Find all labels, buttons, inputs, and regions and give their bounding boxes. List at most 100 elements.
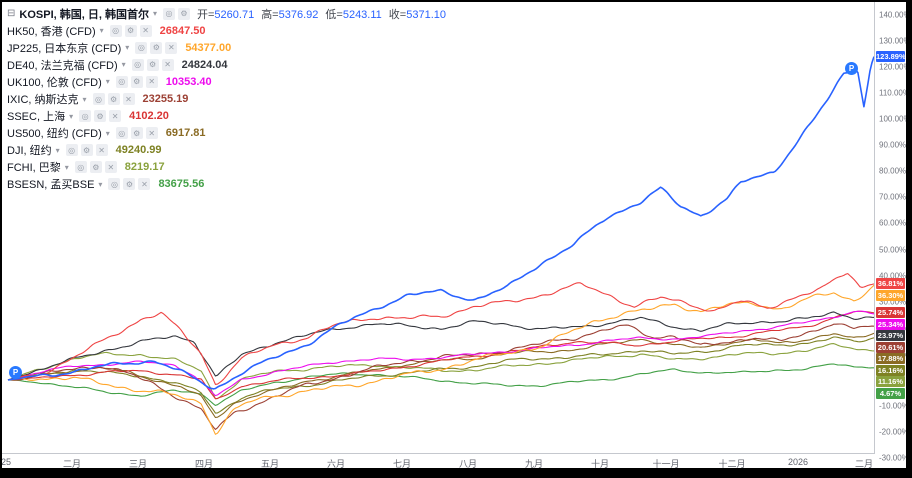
price-badge-de40: 23.97% <box>876 330 905 342</box>
legend-row-fchi[interactable]: FCHI, 巴黎 ▾ ◎ ⚙ ✕ 8219.17 <box>7 159 446 176</box>
compare-last-value: 10353.40 <box>165 75 212 88</box>
legend-row-jp225[interactable]: JP225, 日本东京 (CFD) ▾ ◎ ⚙ ✕ 54377.00 <box>7 39 446 56</box>
series-line-ixic[interactable] <box>7 323 874 430</box>
eye-icon[interactable]: ◎ <box>109 24 122 37</box>
compare-symbol-title[interactable]: HK50, 香港 (CFD) <box>7 25 96 38</box>
main-symbol-title[interactable]: KOSPI, 韩国, 日, 韩国首尔 <box>19 8 149 21</box>
price-badge-bsesn: 4.67% <box>876 387 905 399</box>
close-icon[interactable]: ✕ <box>165 41 178 54</box>
series-line-ssec[interactable] <box>7 310 874 400</box>
price-tick-label: 70.00% <box>879 192 906 202</box>
price-axis[interactable]: 140.00% 130.00% 120.00% 110.00% 100.00% 90.00… <box>874 2 906 468</box>
series-line-uk100[interactable] <box>7 310 874 397</box>
legend-row-de40[interactable]: DE40, 法兰克福 (CFD) ▾ ◎ ⚙ ✕ 24824.04 <box>7 56 446 73</box>
chevron-down-icon[interactable]: ▾ <box>121 60 126 70</box>
legend-row-ixic[interactable]: IXIC, 纳斯达克 ▾ ◎ ⚙ ✕ 23255.19 <box>7 90 446 107</box>
series-line-de40[interactable] <box>7 311 874 381</box>
close-icon[interactable]: ✕ <box>145 127 158 140</box>
chevron-down-icon[interactable]: ▾ <box>64 162 69 172</box>
gear-icon[interactable]: ⚙ <box>107 93 120 106</box>
eye-icon[interactable]: ◎ <box>115 75 128 88</box>
compare-last-value: 24824.04 <box>181 58 228 71</box>
eye-icon[interactable]: ◎ <box>92 93 105 106</box>
legend-row-ssec[interactable]: SSEC, 上海 ▾ ◎ ⚙ ✕ 4102.20 <box>7 108 446 125</box>
close-icon[interactable]: ✕ <box>145 75 158 88</box>
eye-icon[interactable]: ◎ <box>162 7 175 20</box>
series-line-dji[interactable] <box>7 336 874 414</box>
compare-symbol-title[interactable]: FCHI, 巴黎 <box>7 162 61 175</box>
close-icon[interactable]: ✕ <box>104 161 117 174</box>
time-axis[interactable]: 25 二月 三月 四月 五月 六月 七月 八月 九月 十月 十一月 十二月 2026 二月 <box>2 453 875 468</box>
legend-row-bsesn[interactable]: BSESN, 孟买BSE ▾ ◎ ⚙ ✕ 83675.56 <box>7 176 446 193</box>
compare-symbol-title[interactable]: SSEC, 上海 <box>7 111 66 124</box>
chevron-down-icon[interactable]: ▾ <box>105 77 110 87</box>
gear-icon[interactable]: ⚙ <box>124 24 137 37</box>
gear-icon[interactable]: ⚙ <box>94 110 107 123</box>
compare-symbol-title[interactable]: BSESN, 孟买BSE <box>7 179 95 192</box>
price-tick-label: -30.00% <box>879 453 906 463</box>
eye-icon[interactable]: ◎ <box>108 178 121 191</box>
chevron-down-icon[interactable]: ▾ <box>152 9 157 19</box>
price-tick-label: 50.00% <box>879 245 906 254</box>
close-icon[interactable]: ✕ <box>161 58 174 71</box>
position-marker[interactable]: P <box>845 62 858 75</box>
ohlc-open: 开=5260.71 <box>196 8 255 21</box>
legend-row-main[interactable]: ⊟ KOSPI, 韩国, 日, 韩国首尔 ▾ ◎ ⚙ 开=5260.71 高=5… <box>7 5 446 22</box>
eye-icon[interactable]: ◎ <box>115 127 128 140</box>
position-marker[interactable]: P <box>9 366 22 379</box>
compare-symbol-title[interactable]: DJI, 纽约 <box>7 145 52 158</box>
compare-last-value: 23255.19 <box>142 93 189 106</box>
compare-last-value: 26847.50 <box>159 24 206 37</box>
price-tick-label: 100.00% <box>879 114 906 124</box>
gear-icon[interactable]: ⚙ <box>130 127 143 140</box>
chevron-down-icon[interactable]: ▾ <box>98 179 103 189</box>
legend-row-uk100[interactable]: UK100, 伦敦 (CFD) ▾ ◎ ⚙ ✕ 10353.40 <box>7 73 446 90</box>
collapse-icon[interactable]: ⊟ <box>7 8 16 20</box>
compare-symbol-title[interactable]: IXIC, 纳斯达克 <box>7 94 79 107</box>
eye-icon[interactable]: ◎ <box>79 110 92 123</box>
series-line-hk50[interactable] <box>7 273 874 385</box>
price-badge-ixic: 20.61% <box>876 341 905 353</box>
time-tick-label: 二月 <box>854 459 874 468</box>
compare-last-value: 6917.81 <box>165 127 206 140</box>
series-line-bsesn[interactable] <box>7 363 874 406</box>
series-line-kospi[interactable] <box>7 56 874 390</box>
chevron-down-icon[interactable]: ▾ <box>82 94 87 104</box>
eye-icon[interactable]: ◎ <box>65 144 78 157</box>
chart-panel[interactable]: 140.00% 130.00% 120.00% 110.00% 100.00% 90.00… <box>2 2 906 468</box>
chevron-down-icon[interactable]: ▾ <box>99 26 104 36</box>
price-tick-label: 120.00% <box>879 62 906 72</box>
close-icon[interactable]: ✕ <box>139 24 152 37</box>
series-line-jp225[interactable] <box>7 284 874 435</box>
chevron-down-icon[interactable]: ▾ <box>69 111 74 121</box>
compare-symbol-title[interactable]: US500, 纽约 (CFD) <box>7 128 102 141</box>
compare-symbol-title[interactable]: JP225, 日本东京 (CFD) <box>7 42 122 55</box>
price-chart[interactable] <box>2 2 874 453</box>
gear-icon[interactable]: ⚙ <box>150 41 163 54</box>
close-icon[interactable]: ✕ <box>122 93 135 106</box>
legend-row-dji[interactable]: DJI, 纽约 ▾ ◎ ⚙ ✕ 49240.99 <box>7 142 446 159</box>
gear-icon[interactable]: ⚙ <box>130 75 143 88</box>
chevron-down-icon[interactable]: ▾ <box>105 128 110 138</box>
legend-row-us500[interactable]: US500, 纽约 (CFD) ▾ ◎ ⚙ ✕ 6917.81 <box>7 125 446 142</box>
gear-icon[interactable]: ⚙ <box>177 7 190 20</box>
gear-icon[interactable]: ⚙ <box>123 178 136 191</box>
gear-icon[interactable]: ⚙ <box>146 58 159 71</box>
close-icon[interactable]: ✕ <box>109 110 122 123</box>
chevron-down-icon[interactable]: ▾ <box>55 145 60 155</box>
time-tick-label: 十二月 <box>718 459 746 468</box>
gear-icon[interactable]: ⚙ <box>89 161 102 174</box>
compare-symbol-title[interactable]: DE40, 法兰克福 (CFD) <box>7 59 118 72</box>
close-icon[interactable]: ✕ <box>95 144 108 157</box>
eye-icon[interactable]: ◎ <box>74 161 87 174</box>
chevron-down-icon[interactable]: ▾ <box>125 43 130 53</box>
price-tick-label: 90.00% <box>879 140 906 150</box>
eye-icon[interactable]: ◎ <box>135 41 148 54</box>
series-line-fchi[interactable] <box>7 343 874 400</box>
gear-icon[interactable]: ⚙ <box>80 144 93 157</box>
compare-symbol-title[interactable]: UK100, 伦敦 (CFD) <box>7 76 102 89</box>
legend-row-hk50[interactable]: HK50, 香港 (CFD) ▾ ◎ ⚙ ✕ 26847.50 <box>7 22 446 39</box>
eye-icon[interactable]: ◎ <box>131 58 144 71</box>
series-line-us500[interactable] <box>7 332 874 419</box>
close-icon[interactable]: ✕ <box>138 178 151 191</box>
